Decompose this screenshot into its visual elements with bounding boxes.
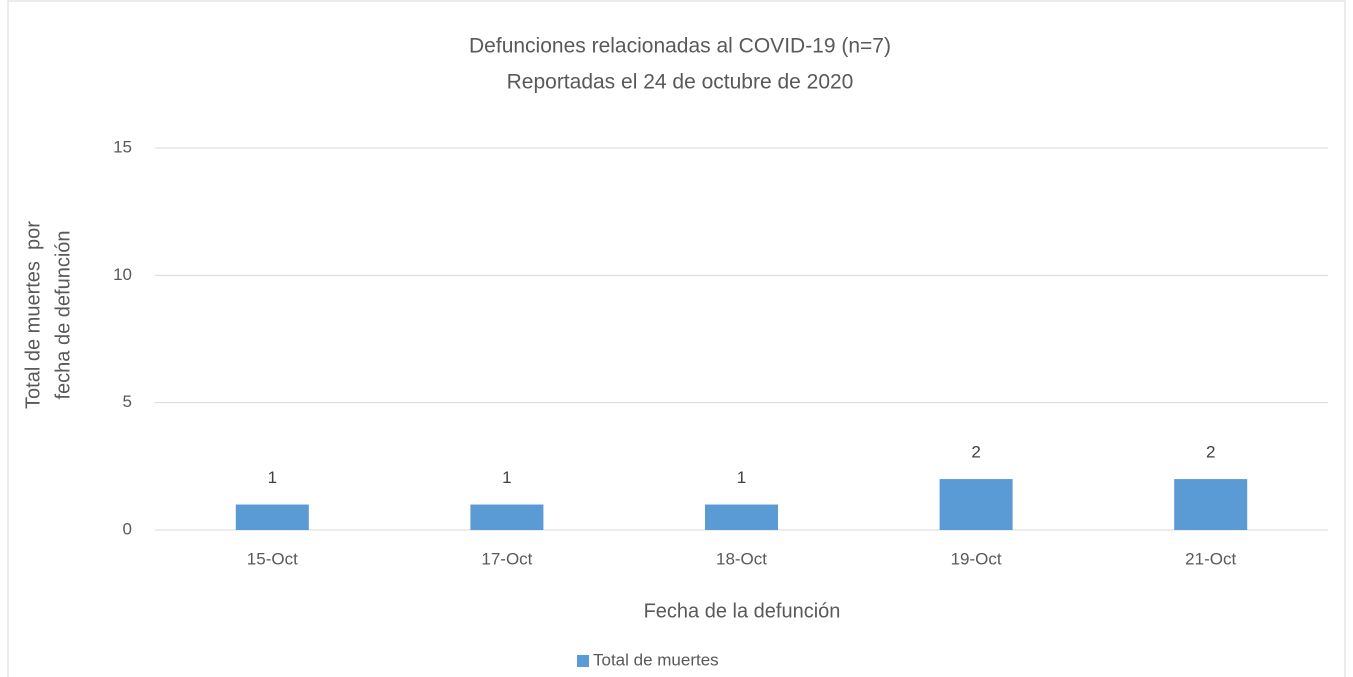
y-axis-title: fecha de defunción — [52, 230, 74, 399]
y-tick-label: 10 — [113, 265, 132, 284]
x-axis-title: Fecha de la defunción — [644, 600, 841, 622]
data-label: 2 — [1206, 443, 1215, 462]
data-label: 1 — [502, 468, 511, 487]
bar — [939, 479, 1013, 530]
x-tick-label: 19-Oct — [951, 549, 1002, 568]
bar — [235, 504, 309, 530]
legend-swatch — [577, 655, 589, 667]
x-tick-label: 18-Oct — [716, 549, 767, 568]
y-axis-title: Total de muertes por — [22, 221, 44, 409]
legend-label: Total de muertes — [593, 650, 719, 669]
y-tick-label: 0 — [123, 519, 132, 538]
data-label: 2 — [971, 443, 980, 462]
chart-border — [7, 0, 1346, 677]
y-tick-label: 15 — [113, 137, 132, 156]
bar — [470, 504, 544, 530]
chart-subtitle: Reportadas el 24 de octubre de 2020 — [507, 71, 854, 94]
x-tick-label: 17-Oct — [481, 549, 532, 568]
bar — [1174, 479, 1248, 530]
bar — [705, 504, 778, 530]
data-label: 1 — [737, 468, 746, 487]
y-tick-label: 5 — [123, 392, 132, 411]
x-tick-label: 15-Oct — [247, 549, 298, 568]
chart-title: Defunciones relacionadas al COVID-19 (n=… — [469, 35, 891, 58]
data-label: 1 — [268, 468, 277, 487]
x-tick-label: 21-Oct — [1185, 549, 1236, 568]
